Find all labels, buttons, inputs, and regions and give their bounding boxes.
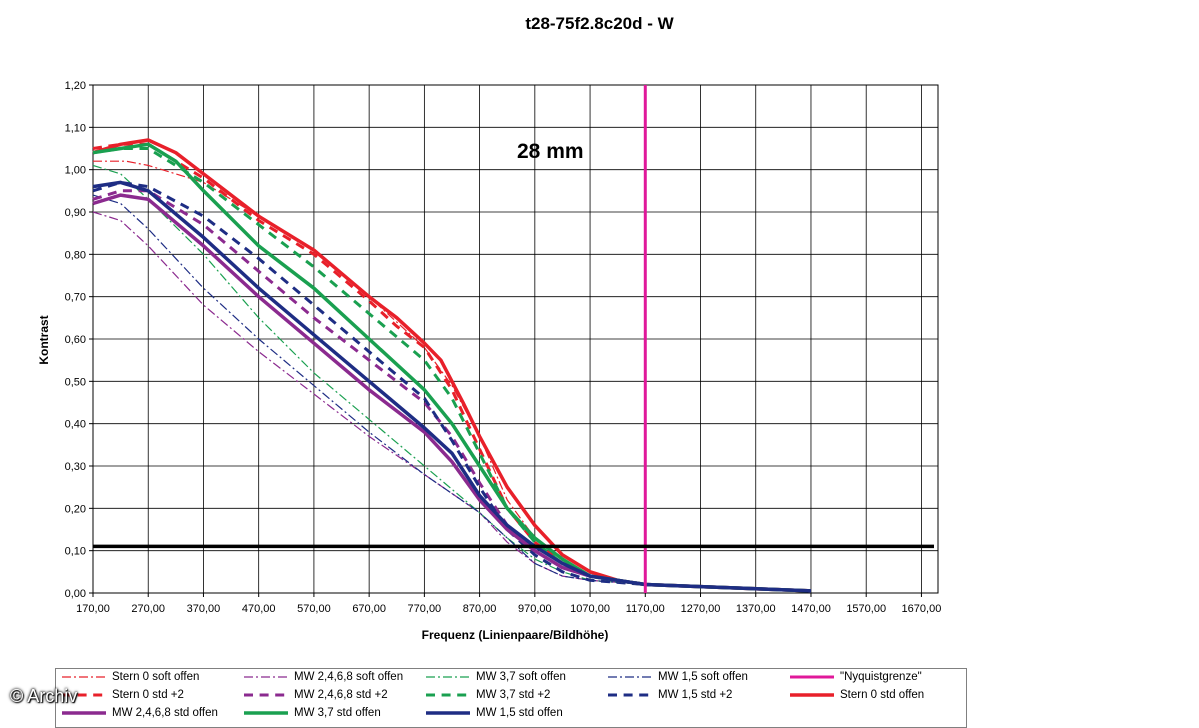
x-tick-label: 170,00 [76,603,110,615]
y-tick-label: 0,90 [65,207,86,219]
legend-label: MW 2,4,6,8 soft offen [294,671,404,683]
series-line-8 [92,180,812,593]
legend-label: MW 3,7 soft offen [476,671,566,683]
legend-label: MW 1,5 std +2 [658,689,733,701]
legend-label: MW 2,4,6,8 std offen [112,707,218,719]
x-tick-label: 970,00 [518,603,552,615]
x-tick-label: 1470,00 [791,603,831,615]
y-tick-label: 0,80 [65,249,86,261]
y-tick-label: 1,10 [65,122,86,134]
watermark: © Archiv [10,686,78,706]
y-tick-label: 0,20 [65,503,86,515]
legend-swatch [426,711,470,715]
legend-item: MW 2,4,6,8 soft offen [242,668,403,686]
legend-item: Stern 0 soft offen [60,668,199,686]
x-axis-label: Frequenz (Linienpaare/Bildhöhe) [422,628,609,642]
y-tick-label: 0,40 [65,419,86,431]
y-tick-label: 0,00 [65,588,86,600]
x-tick-label: 1070,00 [570,603,610,615]
grid [89,84,939,597]
legend-item: Stern 0 std offen [788,686,924,704]
x-tick-label: 1270,00 [681,603,721,615]
legend-label: MW 1,5 std offen [476,707,563,719]
legend-label: Stern 0 soft offen [112,671,200,683]
legend-item: MW 1,5 soft offen [606,668,748,686]
legend-item: MW 1,5 std +2 [606,686,732,704]
legend-label: MW 1,5 soft offen [658,671,748,683]
legend-swatch [244,693,288,697]
legend: Stern 0 soft offen MW 2,4,6,8 soft offen M… [55,668,967,728]
legend-swatch [244,711,288,715]
legend-label: Stern 0 std +2 [112,689,184,701]
legend-label: MW 2,4,6,8 std +2 [294,689,388,701]
legend-swatch [244,676,288,678]
legend-label: "Nyquistgrenze" [840,671,922,683]
legend-label: Stern 0 std offen [840,689,925,701]
legend-swatch [790,675,834,679]
legend-item: MW 3,7 std offen [242,704,381,722]
y-axis-label: Kontrast [37,315,51,364]
y-tick-label: 0,50 [65,376,86,388]
tick-labels: 170,00 270,00 370,00 470,00 570,00 670,00 770,… [65,80,942,615]
legend-swatch [62,676,106,678]
legend-swatch [426,676,470,678]
y-tick-label: 1,20 [65,80,86,92]
legend-swatch [608,693,652,697]
y-tick-label: 0,30 [65,461,86,473]
x-tick-label: 770,00 [408,603,442,615]
legend-swatch [62,693,106,697]
series-line-12 [92,180,812,593]
legend-swatch [62,711,106,715]
focal-length-annotation: 28 mm [517,140,584,163]
x-tick-label: 670,00 [352,603,386,615]
series-layer [92,138,812,593]
legend-item: MW 2,4,6,8 std offen [60,704,218,722]
x-tick-label: 1370,00 [736,603,776,615]
legend-label: MW 3,7 std +2 [476,689,551,701]
x-tick-label: 1670,00 [902,603,942,615]
series-line-5 [92,142,812,593]
legend-item: MW 1,5 std offen [424,704,563,722]
legend-swatch [608,676,652,678]
legend-label: MW 3,7 std offen [294,707,381,719]
legend-swatch [426,693,470,697]
chart-title: t28-75f2.8c20d - W [525,14,674,33]
x-tick-label: 1570,00 [846,603,886,615]
x-tick-label: 470,00 [242,603,276,615]
x-tick-label: 570,00 [297,603,331,615]
x-tick-label: 270,00 [131,603,165,615]
legend-item: MW 3,7 std +2 [424,686,550,704]
legend-item: MW 2,4,6,8 std +2 [242,686,388,704]
y-tick-label: 1,00 [65,165,86,177]
y-tick-label: 0,70 [65,292,86,304]
reference-lines [93,85,934,593]
legend-item: MW 3,7 soft offen [424,668,566,686]
x-tick-label: 1170,00 [626,603,665,615]
x-tick-label: 370,00 [187,603,221,615]
x-tick-label: 870,00 [463,603,497,615]
legend-item: "Nyquistgrenze" [788,668,922,686]
legend-swatch [790,693,834,697]
legend-item: Stern 0 std +2 [60,686,184,704]
y-tick-label: 0,60 [65,334,86,346]
y-tick-label: 0,10 [65,546,86,558]
